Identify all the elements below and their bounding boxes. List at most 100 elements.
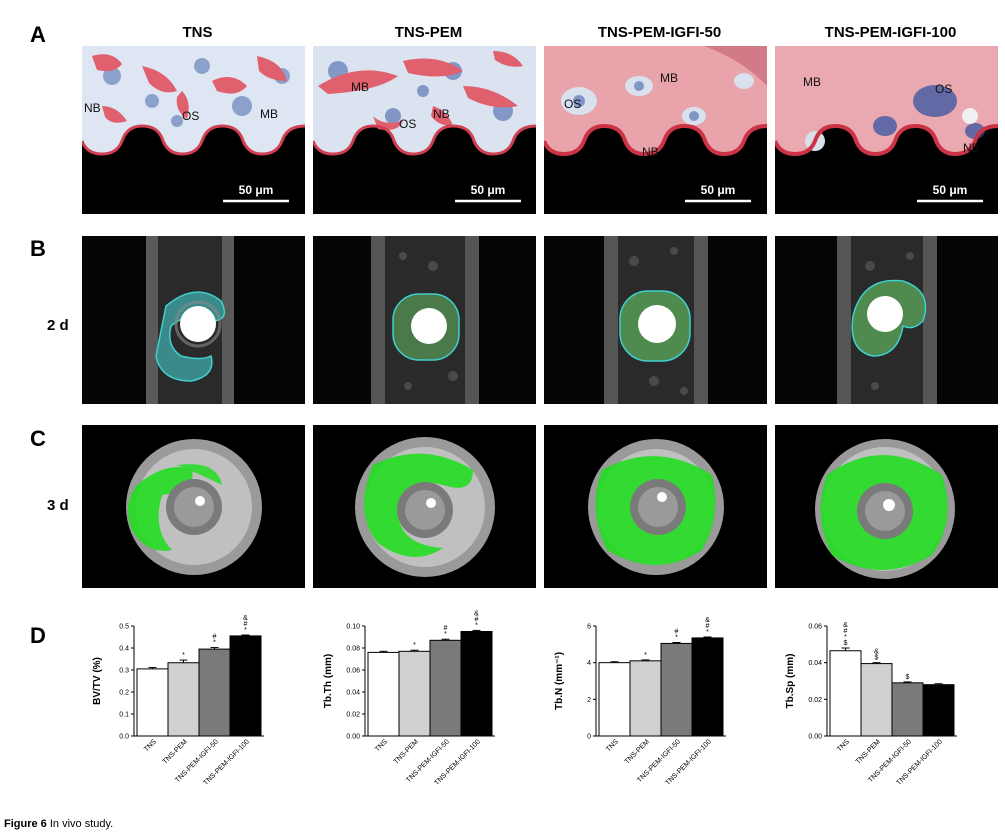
column-title-tns-pem: TNS-PEM (394, 24, 463, 41)
row-label-3d: 3 d (47, 497, 69, 514)
significance-marker: * (413, 642, 416, 649)
scale-bar-label: 50 μm (471, 183, 506, 197)
bar (229, 635, 262, 737)
microct-2d-image-igfi-50 (544, 236, 767, 404)
y-tick-label: 0.04 (808, 660, 822, 667)
y-tick-label: 4 (587, 660, 591, 667)
bar (167, 662, 200, 737)
scale-bar-label: 50 μm (933, 183, 968, 197)
significance-marker: & (874, 649, 879, 656)
histology-label-nb: NB (433, 107, 450, 121)
histology-label-os: OS (935, 82, 952, 96)
x-tick-label: TNS (143, 738, 158, 753)
y-axis-label: Tb.Sp (mm) (785, 654, 796, 709)
histology-label-mb: MB (803, 75, 821, 89)
panel-letter-c: C (30, 426, 46, 451)
y-tick-label: 0.1 (119, 712, 129, 719)
panel-letter-d: D (30, 623, 46, 648)
bar (460, 631, 493, 737)
significance-marker: & (243, 615, 248, 622)
histology-image-igfi-50: OS MB NB 50 μm (544, 46, 767, 214)
histology-label-nb: NB (642, 145, 659, 159)
significance-marker: * (244, 627, 247, 634)
bar (136, 668, 169, 737)
histology-label-mb: MB (660, 71, 678, 85)
y-tick-label: 0.0 (119, 734, 129, 741)
y-tick-label: 0 (587, 734, 591, 741)
significance-marker: * (444, 631, 447, 638)
y-tick-label: 0.00 (808, 734, 822, 741)
y-tick-label: 6 (587, 624, 591, 631)
significance-marker: $ (844, 640, 848, 647)
microct-3d-image-tns (82, 425, 305, 588)
histology-label-os: OS (182, 109, 199, 123)
microct-3d-image-igfi-50 (544, 425, 767, 588)
significance-marker: * (182, 652, 185, 659)
significance-marker: # (706, 623, 710, 630)
bar (860, 663, 893, 737)
x-tick-label: TNS-PEM (393, 738, 420, 765)
histology-label-mb: MB (351, 80, 369, 94)
x-tick-label: TNS-PEM (855, 738, 882, 765)
y-tick-label: 0.02 (346, 712, 360, 719)
y-tick-label: 0.5 (119, 624, 129, 631)
bar (629, 660, 662, 737)
histology-image-tns-pem: MB OS NB 50 μm (313, 46, 536, 214)
bar-chart-tb-th: 0.00 0.02 0.04 0.06 0.08 0.10 Tb.Th (mm) TNS * TN… (313, 610, 513, 808)
significance-marker: & (705, 617, 710, 624)
microct-2d-image-tns-pem (313, 236, 536, 404)
significance-marker: & (843, 622, 848, 629)
y-tick-label: 0.06 (346, 668, 360, 675)
significance-marker: * (675, 635, 678, 642)
y-tick-label: 0.02 (808, 697, 822, 704)
significance-marker: * (844, 634, 847, 641)
x-tick-label: TNS-PEM (162, 738, 189, 765)
column-title-tns: TNS (182, 24, 213, 41)
significance-marker: $ (875, 655, 879, 662)
y-tick-label: 0.00 (346, 734, 360, 741)
bar (398, 650, 431, 737)
microct-2d-image-igfi-100 (775, 236, 998, 404)
bar (922, 684, 955, 737)
microct-3d-image-igfi-100 (775, 425, 998, 588)
figure-caption: Figure 6 In vivo study. (4, 818, 113, 830)
y-tick-label: 0.04 (346, 690, 360, 697)
histology-image-tns: NB OS MB 50 μm (82, 46, 305, 214)
bar (891, 682, 924, 737)
significance-marker: # (213, 634, 217, 641)
x-tick-label: TNS (374, 738, 389, 753)
significance-marker: * (213, 640, 216, 647)
bar (691, 637, 724, 737)
scale-bar-label: 50 μm (239, 183, 274, 197)
bar (660, 642, 693, 737)
significance-marker: # (675, 629, 679, 636)
y-tick-label: 0.2 (119, 690, 129, 697)
bar (429, 639, 462, 737)
y-axis-label: Tb.N (mm⁻¹) (554, 652, 565, 710)
bar (598, 662, 631, 737)
y-tick-label: 0.08 (346, 646, 360, 653)
significance-marker: $ (906, 674, 910, 681)
row-label-2d: 2 d (47, 317, 69, 334)
significance-marker: # (444, 625, 448, 632)
significance-marker: # (844, 628, 848, 635)
column-title-igfi-100: TNS-PEM-IGFI-100 (824, 24, 957, 41)
microct-3d-image-tns-pem (313, 425, 536, 588)
significance-marker: * (644, 652, 647, 659)
histology-label-mb: MB (260, 107, 278, 121)
bar-chart-tb-sp: 0.00 0.02 0.04 0.06 Tb.Sp (mm) & # * $ TNS & $ TNS-P… (775, 618, 975, 808)
x-tick-label: TNS (605, 738, 620, 753)
significance-marker: & (474, 610, 479, 617)
bar (829, 650, 862, 737)
significance-marker: # (475, 616, 479, 623)
panel-letter-b: B (30, 236, 46, 261)
y-tick-label: 0.10 (346, 624, 360, 631)
y-tick-label: 0.4 (119, 646, 129, 653)
column-title-igfi-50: TNS-PEM-IGFI-50 (597, 24, 722, 41)
histology-label-nb: NB (84, 101, 101, 115)
y-axis-label: Tb.Th (mm) (323, 654, 334, 708)
caption-label: Figure 6 (4, 818, 47, 830)
histology-label-nb: NB (963, 141, 980, 155)
y-tick-label: 0.06 (808, 624, 822, 631)
significance-marker: # (244, 621, 248, 628)
